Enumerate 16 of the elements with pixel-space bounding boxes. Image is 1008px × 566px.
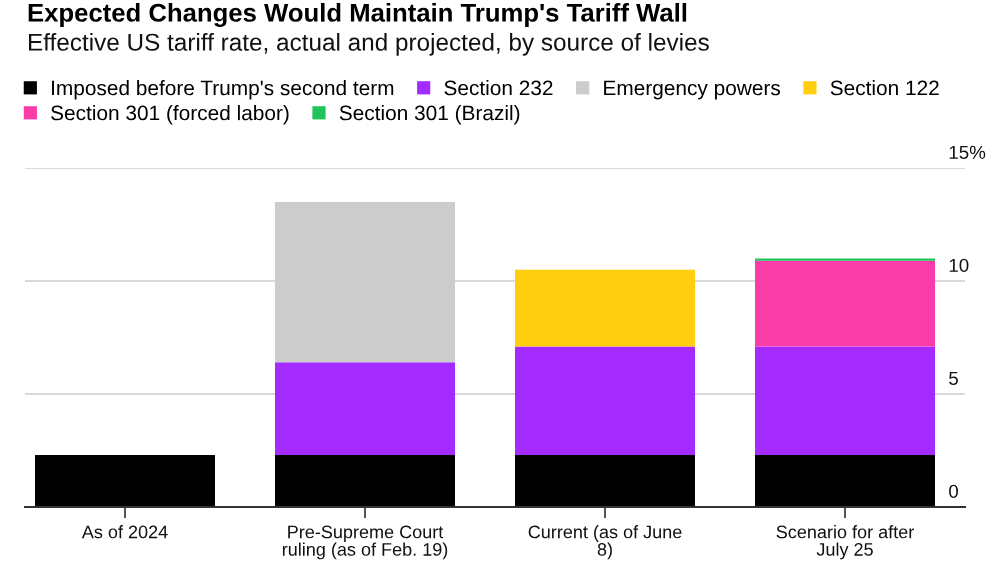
chart-title: Expected Changes Would Maintain Trump's Tariff Wall [28, 3, 687, 28]
y-tick-label: 5 [949, 371, 958, 385]
legend-label: Section 301 (forced labor) [51, 105, 289, 125]
legend-label: Section 232 [444, 80, 553, 96]
x-tick-label: Current (as of June 8) [528, 525, 682, 560]
y-tick-label: 0 [949, 484, 959, 498]
x-tick-label: As of 2024 [81, 525, 168, 539]
legend-label: Imposed before Trump's second term [52, 80, 394, 100]
y-tick-label: 10 [949, 258, 969, 272]
legend-label: Emergency powers [604, 80, 781, 100]
legend-label: Section 301 (Brazil) [339, 105, 520, 125]
x-tick-label: Scenario for after July 25 [776, 525, 914, 560]
y-tick-label: 15% [949, 145, 986, 159]
chart-subtitle: Effective US tariff rate, actual and projected, by source of levies [28, 33, 709, 56]
x-tick-label: Pre-Supreme Court ruling (as of Feb. 19) [282, 525, 448, 560]
legend-label: Section 122 [830, 80, 939, 96]
